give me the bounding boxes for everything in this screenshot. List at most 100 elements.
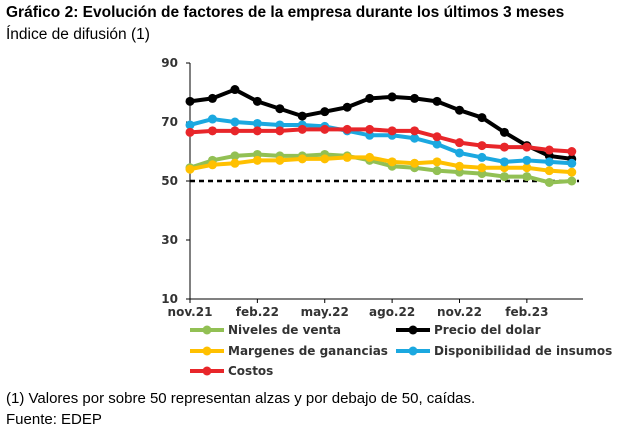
data-point (544, 166, 554, 176)
data-point (252, 118, 262, 128)
data-point (207, 126, 217, 136)
data-point (252, 96, 262, 106)
data-point (499, 157, 509, 167)
data-point (297, 154, 307, 164)
data-point (365, 152, 375, 162)
data-point (477, 141, 487, 151)
data-point (320, 107, 330, 117)
data-point (365, 93, 375, 103)
legend-item: Costos (190, 364, 273, 378)
data-point (410, 93, 420, 103)
y-tick-label: 30 (161, 233, 178, 247)
data-point (252, 155, 262, 165)
data-point (567, 158, 577, 168)
data-point (454, 105, 464, 115)
legend-swatch-marker (408, 346, 418, 356)
source-note: Fuente: EDEP (6, 411, 102, 428)
data-point (567, 147, 577, 156)
data-point (207, 160, 217, 170)
data-point (522, 142, 532, 152)
x-tick-label: nov.22 (437, 305, 482, 319)
legend-item: Disponibilidad de insumos (396, 344, 612, 358)
data-point (230, 85, 240, 95)
chart-title: Gráfico 2: Evolución de factores de la e… (6, 4, 565, 21)
legend-label: Niveles de venta (228, 323, 341, 337)
data-point (230, 117, 240, 127)
data-point (477, 113, 487, 123)
data-point (432, 96, 442, 106)
data-point (275, 126, 285, 136)
y-tick-label: 10 (161, 292, 178, 306)
data-point (275, 104, 285, 114)
data-point (567, 176, 577, 186)
data-point (410, 158, 420, 168)
legend-item: Niveles de venta (190, 323, 341, 337)
data-point (387, 126, 397, 136)
data-point (410, 133, 420, 143)
data-point (522, 163, 532, 173)
data-point (499, 127, 509, 137)
data-point (185, 120, 195, 130)
data-point (410, 126, 420, 136)
data-point (230, 151, 240, 161)
data-point (342, 124, 352, 134)
data-point (297, 111, 307, 121)
x-tick-label: ago.22 (369, 305, 415, 319)
data-point (432, 132, 442, 142)
data-point (544, 177, 554, 187)
data-point (522, 172, 532, 182)
data-point (432, 166, 442, 176)
data-point (365, 124, 375, 134)
data-point (207, 114, 217, 124)
data-point (185, 164, 195, 174)
data-point (499, 142, 509, 152)
legend-item: Precio del dolar (396, 323, 541, 337)
legend-swatch-marker (202, 366, 212, 376)
data-point (432, 139, 442, 149)
legend-swatch-marker (202, 325, 212, 335)
y-tick-label: 70 (161, 115, 178, 129)
data-point (454, 148, 464, 158)
data-point (432, 157, 442, 167)
data-point (567, 167, 577, 177)
data-point (320, 154, 330, 164)
data-point (230, 126, 240, 136)
chart-subtitle: Índice de difusión (1) (6, 26, 150, 43)
y-tick-label: 90 (161, 56, 178, 70)
data-point (544, 157, 554, 167)
data-point (387, 157, 397, 167)
data-point (320, 124, 330, 134)
series-margenes-de-ganancias (185, 152, 577, 177)
data-point (454, 161, 464, 171)
footnote: (1) Valores por sobre 50 representan alz… (6, 390, 476, 407)
data-point (342, 102, 352, 112)
data-point (275, 155, 285, 165)
legend-label: Margenes de ganancias (228, 344, 388, 358)
legend-swatch-marker (202, 346, 212, 356)
legend-swatch-marker (408, 325, 418, 335)
data-point (297, 124, 307, 134)
data-point (185, 96, 195, 106)
legend-label: Costos (228, 364, 273, 378)
legend-item: Margenes de ganancias (190, 344, 388, 358)
x-tick-label: feb.23 (505, 305, 548, 319)
data-point (342, 152, 352, 162)
data-point (544, 145, 554, 155)
x-tick-label: nov.21 (168, 305, 213, 319)
x-tick-label: feb.22 (236, 305, 279, 319)
data-point (477, 163, 487, 173)
data-point (499, 172, 509, 182)
data-point (207, 93, 217, 103)
data-point (185, 127, 195, 137)
data-point (454, 138, 464, 148)
data-point (522, 155, 532, 165)
legend-label: Disponibilidad de insumos (434, 344, 612, 358)
y-tick-label: 50 (161, 174, 178, 188)
data-point (252, 126, 262, 136)
data-point (387, 92, 397, 102)
data-point (230, 158, 240, 168)
legend-label: Precio del dolar (434, 323, 541, 337)
series-costos (185, 124, 577, 156)
data-point (477, 152, 487, 162)
